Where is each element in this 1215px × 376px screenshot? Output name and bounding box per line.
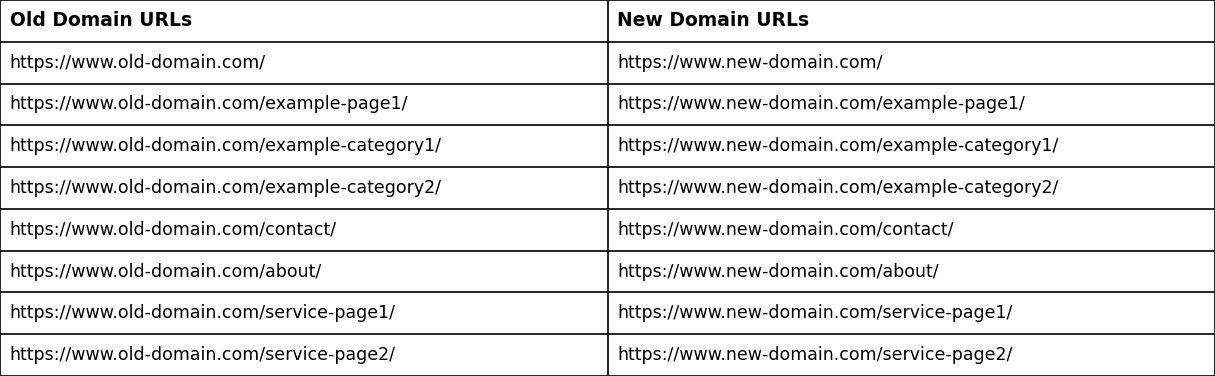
Text: https://www.new-domain.com/service-page1/: https://www.new-domain.com/service-page1… [617, 304, 1012, 322]
Text: https://www.old-domain.com/about/: https://www.old-domain.com/about/ [10, 262, 322, 280]
Text: https://www.old-domain.com/: https://www.old-domain.com/ [10, 54, 266, 72]
Text: https://www.new-domain.com/about/: https://www.new-domain.com/about/ [617, 262, 939, 280]
Text: https://www.old-domain.com/contact/: https://www.old-domain.com/contact/ [10, 221, 337, 239]
Text: https://www.new-domain.com/contact/: https://www.new-domain.com/contact/ [617, 221, 954, 239]
Text: https://www.old-domain.com/example-category2/: https://www.old-domain.com/example-categ… [10, 179, 442, 197]
Text: Old Domain URLs: Old Domain URLs [10, 11, 192, 30]
Text: https://www.new-domain.com/example-category2/: https://www.new-domain.com/example-categ… [617, 179, 1058, 197]
Text: https://www.new-domain.com/service-page2/: https://www.new-domain.com/service-page2… [617, 346, 1012, 364]
Text: https://www.old-domain.com/service-page1/: https://www.old-domain.com/service-page1… [10, 304, 396, 322]
Text: https://www.new-domain.com/example-page1/: https://www.new-domain.com/example-page1… [617, 96, 1025, 114]
Text: https://www.new-domain.com/: https://www.new-domain.com/ [617, 54, 883, 72]
Text: https://www.old-domain.com/example-category1/: https://www.old-domain.com/example-categ… [10, 137, 442, 155]
Text: https://www.old-domain.com/example-page1/: https://www.old-domain.com/example-page1… [10, 96, 408, 114]
Text: New Domain URLs: New Domain URLs [617, 11, 809, 30]
Text: https://www.new-domain.com/example-category1/: https://www.new-domain.com/example-categ… [617, 137, 1058, 155]
Text: https://www.old-domain.com/service-page2/: https://www.old-domain.com/service-page2… [10, 346, 396, 364]
